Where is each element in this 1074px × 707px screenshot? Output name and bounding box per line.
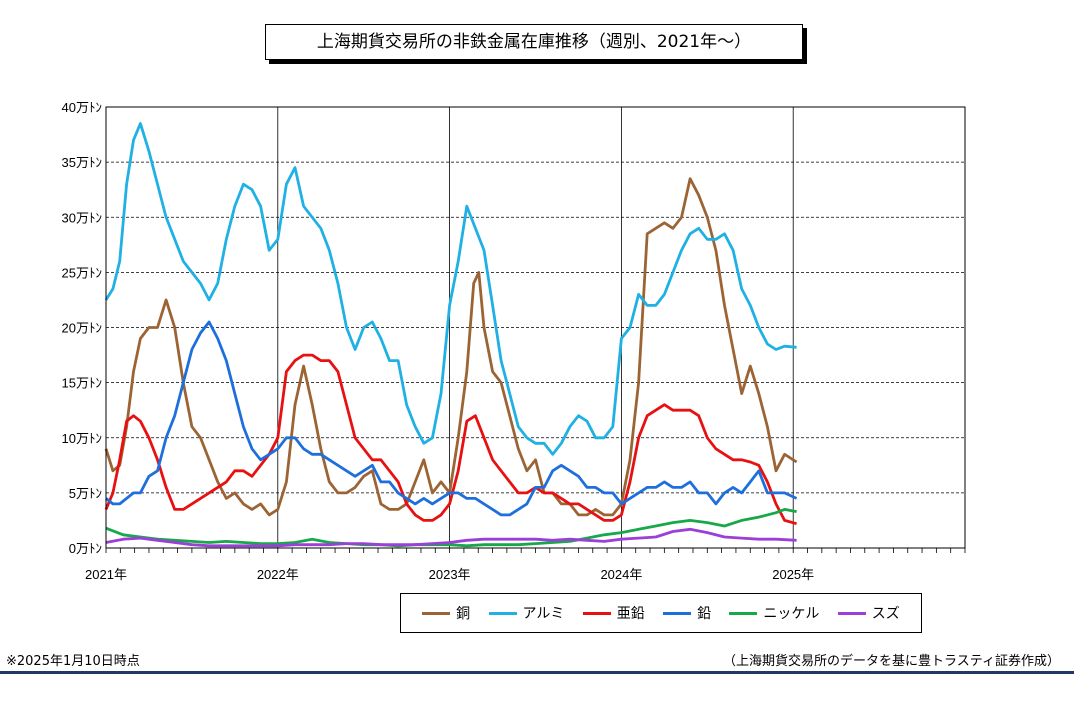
legend-swatch (663, 611, 692, 615)
y-tick-label: 40万ﾄﾝ (62, 100, 102, 115)
y-tick-label: 5万ﾄﾝ (69, 486, 102, 501)
legend-label: ニッケル (763, 606, 820, 622)
source-note: （上海期貨交易所のデータを基に豊トラスティ証券作成） (723, 654, 1060, 669)
x-tick-label: 2023年 (429, 567, 471, 582)
y-tick-label: 20万ﾄﾝ (62, 321, 102, 336)
date-note: ※2025年1月10日時点 (6, 654, 140, 669)
tick-layer: 0万ﾄﾝ 5万ﾄﾝ 10万ﾄﾝ 15万ﾄﾝ 20万ﾄﾝ 25万ﾄﾝ 30万ﾄﾝ 35万ﾄﾝ 40… (62, 100, 966, 582)
x-tick-label: 2025年 (772, 567, 814, 582)
chart-title: 上海期貨交易所の非鉄金属在庫推移（週別、2021年～） (265, 24, 803, 60)
x-tick-label: 2024年 (600, 567, 642, 582)
legend-item: 鉛 (663, 603, 711, 623)
series-layer (104, 122, 798, 548)
legend-item: 亜鉛 (582, 603, 645, 623)
legend-swatch (488, 611, 517, 615)
x-tick-label: 2021年 (85, 567, 127, 582)
legend-item: アルミ (488, 603, 565, 623)
legend-label: 銅 (456, 606, 471, 622)
series-line-鉛 (105, 320, 798, 517)
legend-label: 亜鉛 (616, 606, 645, 622)
y-tick-label: 15万ﾄﾝ (62, 376, 102, 391)
x-tick-label: 2022年 (257, 567, 299, 582)
legend-swatch (582, 611, 611, 615)
legend: 銅 アルミ 亜鉛 鉛 ニッケル スズ (400, 593, 922, 633)
series-line-ニッケル (105, 508, 797, 548)
series-line-銅 (104, 177, 798, 517)
series-line-亜鉛 (104, 353, 797, 526)
bottom-rule (0, 671, 1074, 674)
series-line-スズ (105, 527, 797, 548)
legend-label: スズ (871, 606, 900, 622)
legend-swatch (422, 611, 451, 615)
series-line-アルミ (104, 122, 797, 456)
legend-label: 鉛 (697, 606, 712, 622)
y-tick-label: 25万ﾄﾝ (62, 265, 102, 280)
y-tick-label: 35万ﾄﾝ (62, 155, 102, 170)
legend-label: アルミ (522, 606, 565, 622)
y-tick-label: 10万ﾄﾝ (62, 431, 102, 446)
grid-layer (106, 106, 965, 548)
legend-swatch (729, 611, 758, 615)
legend-item: ニッケル (729, 603, 819, 623)
legend-swatch (837, 611, 866, 615)
plot-frame (105, 106, 966, 549)
y-tick-label: 30万ﾄﾝ (62, 210, 102, 225)
legend-item: 銅 (422, 603, 470, 623)
y-tick-label: 0万ﾄﾝ (69, 541, 102, 556)
legend-item: スズ (837, 603, 900, 623)
